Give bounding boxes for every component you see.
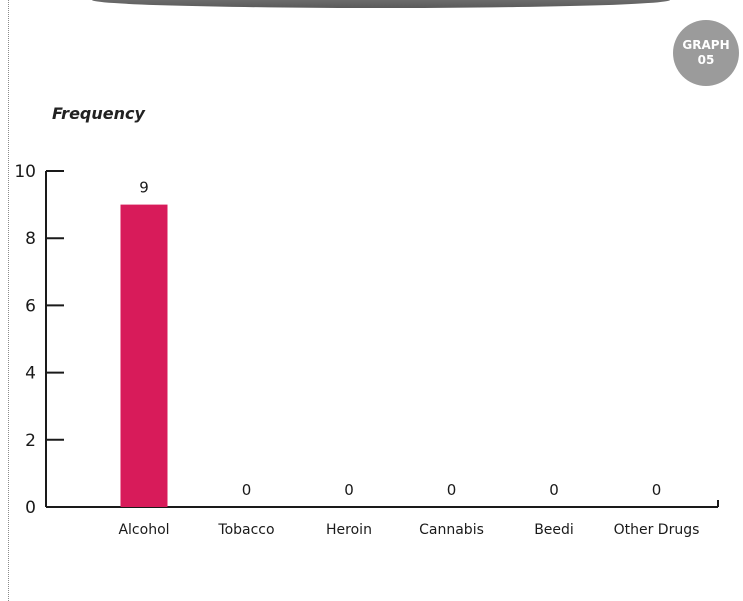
y-tick-label: 2	[25, 431, 36, 451]
y-tick-label: 10	[14, 162, 36, 182]
data-label: 0	[344, 481, 354, 499]
chart-labels: 0 2 4 6 8 10 9 Alcohol 0 Tobacco 0 Heroin 0 Cannabis 0…	[14, 162, 699, 538]
category-label: Heroin	[326, 522, 372, 538]
graph-badge-number: 05	[697, 53, 715, 67]
data-label: 0	[242, 481, 252, 499]
data-label: 0	[549, 481, 559, 499]
data-label: 0	[652, 481, 662, 499]
data-label: 9	[139, 179, 149, 197]
data-label: 0	[447, 481, 457, 499]
chart-bars	[120, 204, 168, 507]
y-tick-label: 4	[25, 364, 36, 384]
category-label: Other Drugs	[614, 522, 700, 538]
y-tick-label: 6	[25, 296, 36, 316]
top-decorative-bar	[92, 0, 670, 8]
y-tick-label: 0	[25, 498, 36, 518]
category-label: Alcohol	[118, 522, 169, 538]
y-tick-label: 8	[25, 229, 36, 249]
category-label: Cannabis	[419, 522, 484, 538]
bar	[120, 204, 168, 507]
graph-badge-label: GRAPH	[682, 38, 730, 52]
y-axis-title: Frequency	[52, 104, 145, 123]
graph-badge: GRAPH 05	[673, 20, 739, 86]
category-label: Beedi	[534, 522, 574, 538]
left-dotted-border	[8, 0, 9, 601]
category-label: Tobacco	[217, 522, 274, 538]
